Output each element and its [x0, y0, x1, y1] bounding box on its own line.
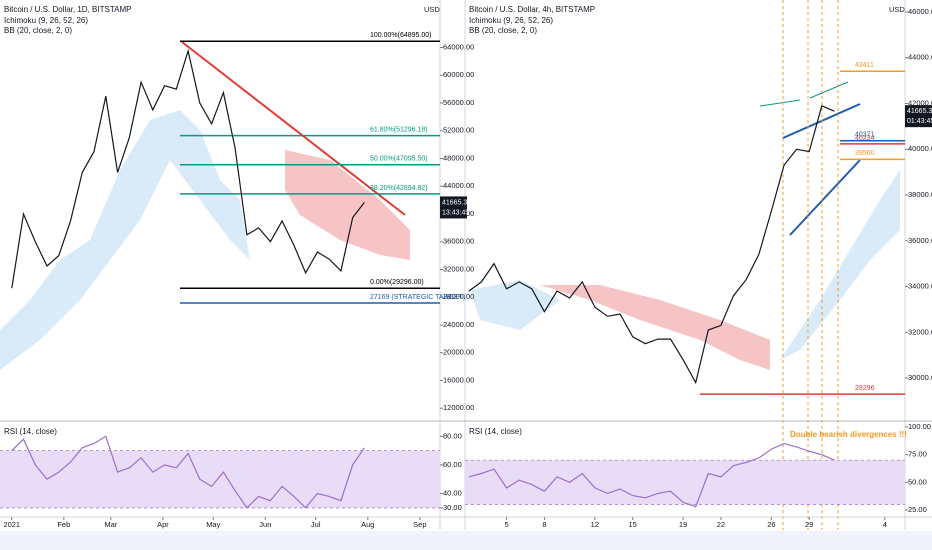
arrow [809, 81, 849, 99]
y-tick-label: 34000.00 [908, 282, 932, 291]
cloud-bull [0, 110, 250, 370]
divergence-markers [782, 0, 839, 530]
x-tick-label: 19 [679, 520, 687, 529]
indicator-label: Ichimoku (9, 26, 52, 26) [469, 16, 553, 25]
x-tick-label: 22 [717, 520, 725, 529]
panel-title: Bitcoin / U.S. Dollar, 1D, BITSTAMP [4, 5, 131, 14]
y-tick-label: 46000.00 [908, 7, 932, 16]
y-tick-label: 12000.00 [443, 403, 474, 412]
level-label: 50.00%(47095.50) [370, 156, 428, 163]
y-tick-label: 44000.00 [908, 53, 932, 62]
cloud-bear [540, 285, 770, 370]
x-tick-label: 2021 [3, 520, 20, 529]
cloud-bull [780, 170, 900, 360]
price-line [11, 435, 365, 509]
price-tag [440, 196, 467, 219]
y-tick-label: 64000.00 [443, 42, 474, 51]
y-tick-label: 20000.00 [443, 348, 474, 357]
price-tag-label: 41665.38 [442, 199, 471, 206]
price-line [468, 104, 835, 385]
y-tick-label: 100.00 [908, 422, 931, 431]
y-tick-label: 36000.00 [443, 237, 474, 246]
indicator-label: BB (20, close, 2, 0) [4, 26, 72, 35]
y-tick-label: 42000.00 [908, 98, 932, 107]
price-line [11, 48, 365, 289]
y-tick-label: 32000.00 [443, 264, 474, 273]
cloud-bear [285, 150, 410, 260]
y-tick-label: 24000.00 [443, 320, 474, 329]
y-tick-label: 28000.00 [443, 292, 474, 301]
bottom-bar [0, 531, 932, 550]
y-tick-label: 48000.00 [443, 153, 474, 162]
rsi-band [465, 460, 905, 505]
y-tick-label: 75.00 [908, 450, 927, 459]
x-tick-label: 5 [505, 520, 509, 529]
y-tick-label: 50.00 [908, 477, 927, 486]
x-tick-label: Mar [104, 520, 117, 529]
x-tick-label: 8 [542, 520, 546, 529]
x-tick-label: May [206, 520, 220, 529]
level-label: 0.00%(29296.00) [370, 279, 424, 286]
x-tick-label: Jun [259, 520, 271, 529]
x-tick-label: Jul [311, 520, 321, 529]
level-label: 40234 [855, 135, 875, 142]
y-tick-label: 30.00 [443, 503, 462, 512]
indicator-label: BB (20, close, 2, 0) [469, 26, 537, 35]
y-tick-label: 60.00 [443, 460, 462, 469]
y-tick-label: 56000.00 [443, 98, 474, 107]
y-tick-label: 44000.00 [443, 181, 474, 190]
x-tick-label: 29 [805, 520, 813, 529]
currency: USD [889, 5, 905, 14]
level-label: 38.20%(42894.82) [370, 185, 428, 192]
cloud-bull [470, 280, 560, 330]
price-tag-label: 41665.38 [907, 108, 932, 115]
level-label: 43411 [855, 62, 874, 69]
trendline [181, 41, 406, 216]
y-tick-label: 52000.00 [443, 126, 474, 135]
y-tick-label: 25.00 [908, 505, 927, 514]
x-tick-label: 12 [591, 520, 599, 529]
x-tick-label: Aug [361, 520, 374, 529]
level-label: 27169 (STRATEGIC TARGET) [370, 294, 465, 301]
x-tick-label: Feb [57, 520, 70, 529]
arrow [759, 99, 801, 107]
y-tick-label: 40.00 [443, 489, 462, 498]
currency: USD [424, 5, 440, 14]
y-tick-label: 40000.00 [908, 144, 932, 153]
countdown: 13:43:45 [442, 209, 469, 216]
y-tick-label: 32000.00 [908, 327, 932, 336]
indicator-label: Ichimoku (9, 26, 52, 26) [4, 16, 88, 25]
panel-title: Bitcoin / U.S. Dollar, 4h, BITSTAMP [469, 5, 595, 14]
annotation: Double bearish divergences !!! [790, 430, 907, 439]
level-label: 61.80%(51296.18) [370, 126, 428, 133]
panel-title: RSI (14, close) [469, 427, 522, 436]
price-line [468, 442, 835, 508]
panel-title: RSI (14, close) [4, 427, 57, 436]
x-tick-label: 26 [767, 520, 775, 529]
y-tick-label: 30000.00 [908, 373, 932, 382]
level-label: 40371 [855, 132, 875, 139]
x-tick-label: Apr [157, 520, 169, 529]
y-tick-label: 16000.00 [443, 375, 474, 384]
y-tick-label: 36000.00 [908, 236, 932, 245]
x-tick-label: 15 [629, 520, 637, 529]
x-tick-label: 4 [883, 520, 887, 529]
y-tick-label: 38000.00 [908, 190, 932, 199]
countdown: 01:43:45 [907, 118, 932, 125]
y-tick-label: 80.00 [443, 431, 462, 440]
level-label: 39560 [855, 150, 875, 157]
y-tick-label: 60000.00 [443, 70, 474, 79]
trendline [789, 159, 861, 236]
rsi-band [0, 450, 440, 508]
x-tick-label: Sep [413, 520, 426, 529]
level-label: 29296 [855, 385, 875, 392]
level-label: 100.00%(64895.00) [370, 32, 432, 39]
price-tag [905, 105, 932, 128]
